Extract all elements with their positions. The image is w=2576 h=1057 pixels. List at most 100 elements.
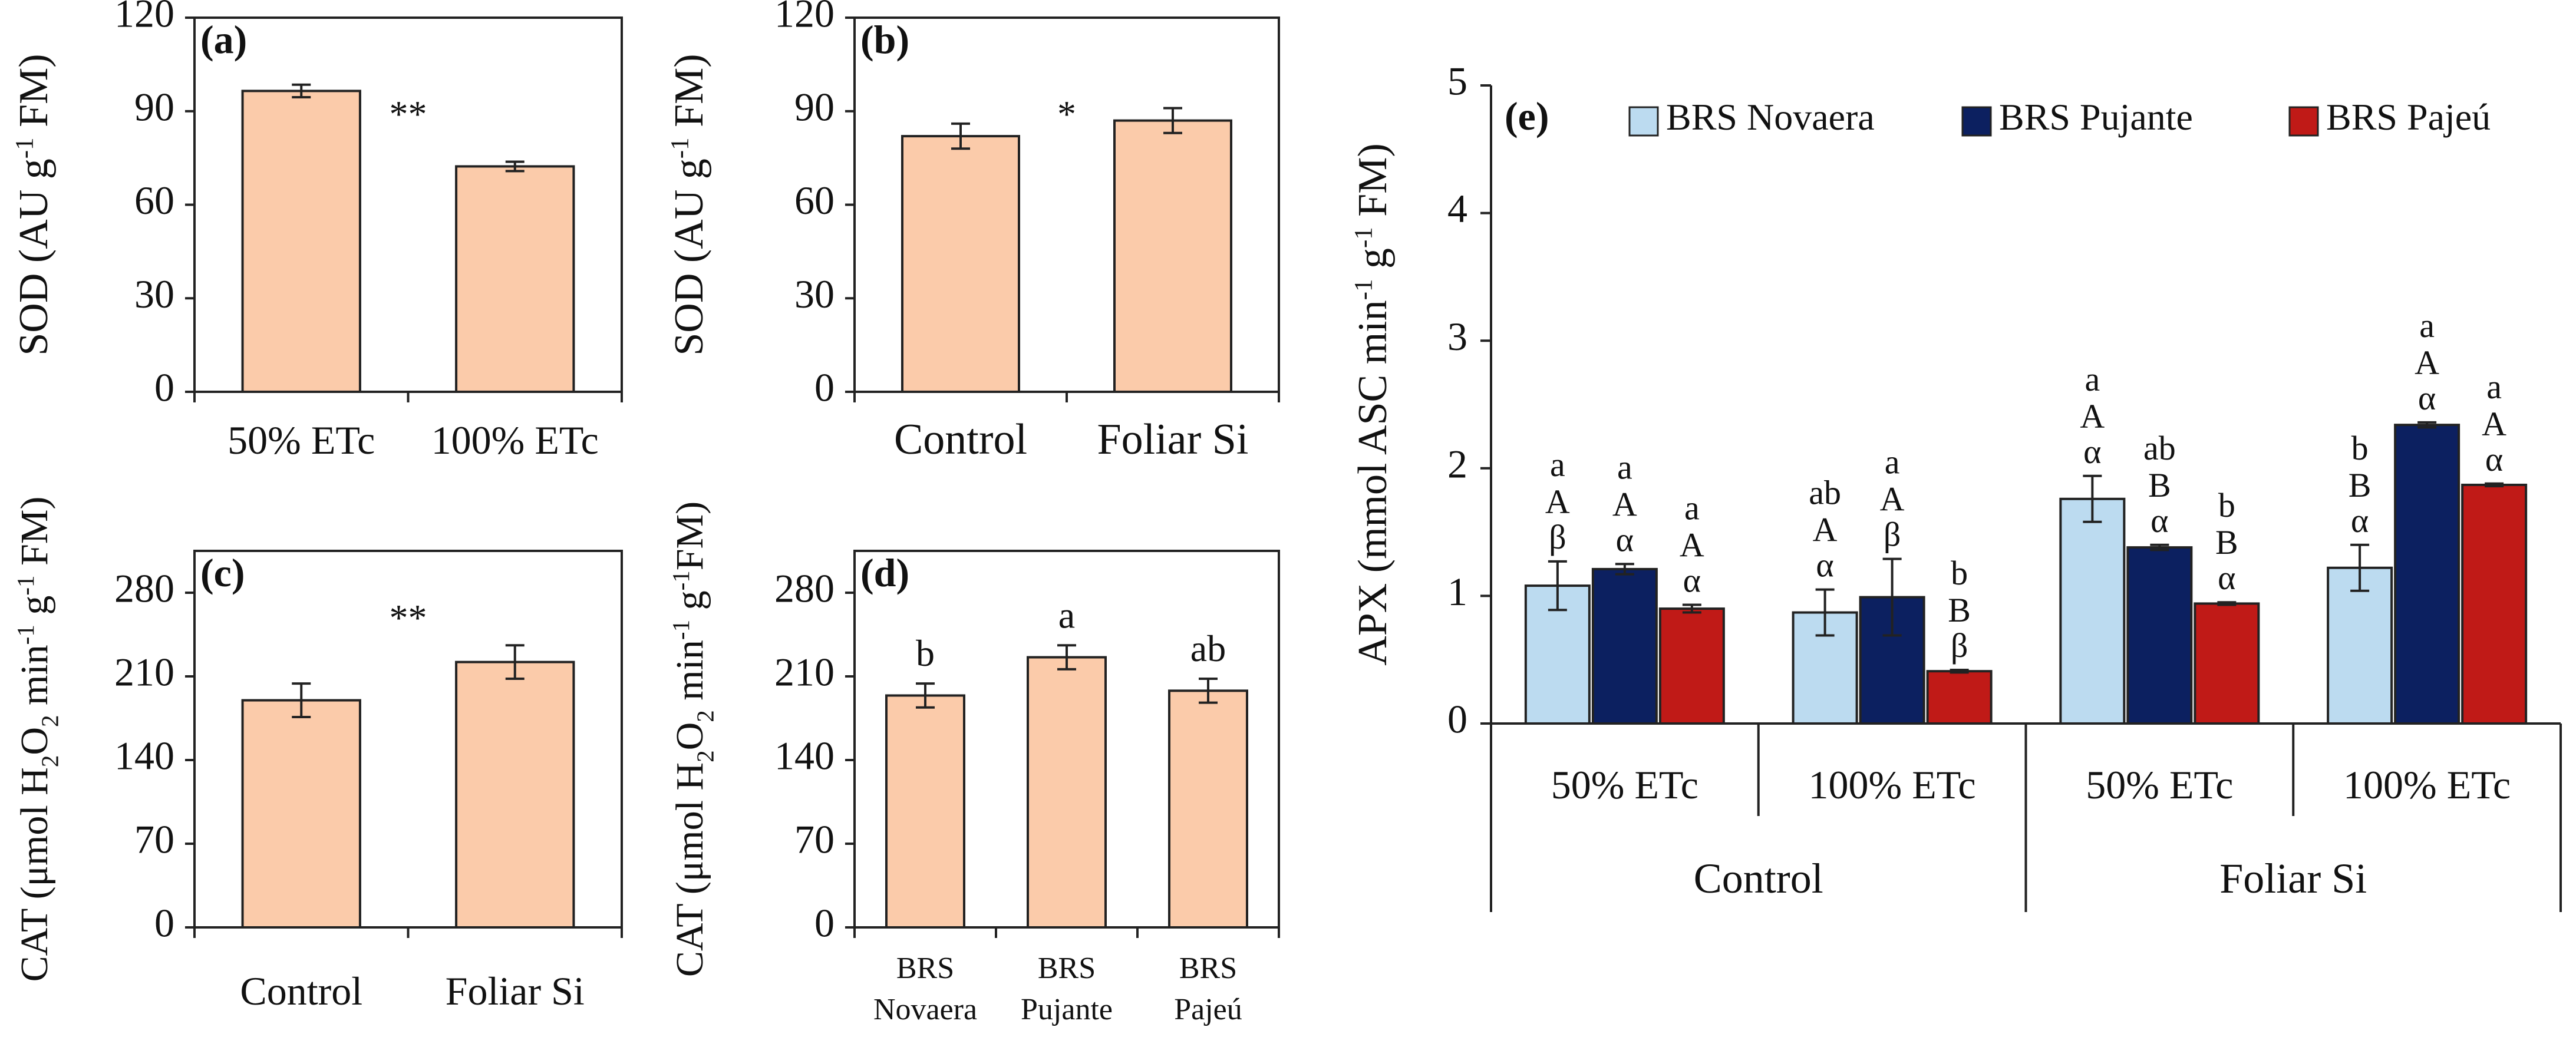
panel-e-letter-lower: a: [1617, 448, 1632, 486]
panel-d-bar-letter: b: [916, 632, 935, 674]
y-label-main: CAT (μmol H: [13, 767, 56, 982]
panel-e-bar: [2327, 566, 2393, 725]
panel-e-y-tick-label: 1: [1447, 569, 1467, 614]
y-label-sub: 2: [36, 755, 63, 768]
panel-e-letter-greek: α: [1816, 546, 1833, 584]
panel-d-x-label: Pajeú: [1174, 993, 1242, 1026]
panel-d-label: (d): [860, 550, 909, 595]
panel-d-x-label: BRS: [1179, 952, 1237, 985]
y-label-tail: FM): [667, 54, 712, 137]
panel-e-label: (e): [1505, 94, 1549, 138]
panel-a-y-tick-label: 0: [154, 365, 174, 410]
panel-a-bar: [241, 90, 361, 394]
panel-a-y-tick-label: 60: [134, 178, 174, 223]
panel-c-y-tick-label: 210: [114, 650, 174, 695]
panel-d-x-label: BRS: [1038, 952, 1096, 985]
y-label-tail: FM): [668, 501, 711, 570]
panel-c-x-label: Control: [240, 969, 362, 1013]
panel-b-y-tick-label: 60: [794, 178, 835, 223]
panel-e-letter-lower: b: [2351, 429, 2369, 467]
panel-e-y-tick-label: 0: [1447, 697, 1467, 742]
panel-e-letter-upper: A: [2482, 405, 2506, 443]
panel-a-y-tick-label: 30: [134, 272, 174, 316]
panel-e-letter-greek: α: [2218, 559, 2235, 597]
panel-d-bar-letter: a: [1058, 594, 1075, 636]
panel-a-y-tick-label: 90: [134, 84, 174, 129]
panel-e-letter-greek: α: [2485, 440, 2503, 478]
panel-b-y-tick-label: 120: [774, 0, 835, 36]
panel-c-y-axis-label: CAT (μmol H2O2 min-1 g-1 FM): [12, 497, 64, 982]
panel-c-y-tick-label: 140: [114, 734, 174, 778]
panel-e-letter-upper: B: [2215, 523, 2238, 561]
panel-e-y-tick-label: 5: [1447, 59, 1467, 104]
panel-e-letter-upper: A: [1612, 485, 1637, 523]
panel-e-letter-greek: α: [2418, 379, 2436, 417]
panel-e-letter-upper: B: [2349, 466, 2371, 504]
y-label-sub: 2: [691, 710, 718, 722]
panel-d-y-axis-label: CAT (μmol H2O2 min-1 g-1FM): [667, 501, 719, 977]
panel-b-y-tick-label: 90: [794, 84, 835, 129]
panel-a-y-axis-label: SOD (AU g-1 FM): [11, 54, 57, 355]
panel-e-y-tick-label: 3: [1447, 314, 1467, 359]
panel-d-bar: [1027, 656, 1107, 929]
panel-e-y-tick-label: 4: [1447, 186, 1467, 231]
panel-e-letter-greek: α: [1683, 561, 1701, 600]
panel-e-letter-upper: A: [1545, 483, 1570, 521]
panel-e-letter-upper: B: [2148, 466, 2171, 504]
panel-a-bar: [455, 165, 575, 393]
panel-e-legend-swatch: [1961, 106, 1992, 137]
panel-e-legend-label: BRS Pujante: [1999, 96, 2193, 138]
y-label-tail: FM): [11, 54, 57, 137]
panel-d-bar: [1168, 689, 1248, 929]
panel-b-x-label: Foliar Si: [1097, 415, 1249, 464]
panel-d-y-tick-label: 0: [814, 901, 835, 946]
y-label-sup: -1: [667, 570, 694, 590]
panel-d-y-tick-label: 140: [774, 734, 835, 778]
panel-e-letter-upper: A: [2415, 343, 2439, 382]
panel-e-bar: [1658, 607, 1725, 725]
panel-e-letter-upper: A: [1813, 511, 1838, 549]
panel-e-group-label: 100% ETc: [1809, 762, 1976, 807]
panel-d-x-label: Pujante: [1021, 993, 1113, 1026]
y-label-sup: -1: [12, 625, 39, 645]
panel-a-label: (a): [200, 17, 247, 62]
y-label-tail: FM): [1350, 143, 1396, 227]
panel-e-letter-lower: a: [1885, 443, 1900, 481]
panel-e-y-axis-label: APX (mmol ASC min-1 g-1 FM): [1350, 143, 1396, 666]
panel-a-x-label: 50% ETc: [227, 418, 375, 463]
panel-e-bar: [1926, 670, 1993, 725]
y-label-mid: g: [668, 590, 711, 620]
panel-e-legend-label: BRS Pajeú: [2326, 96, 2491, 138]
y-label-tail: FM): [13, 497, 56, 576]
y-label-sup: -1: [12, 576, 39, 596]
panel-b-bar: [1113, 119, 1232, 393]
panel-e-treatment-label: Control: [1694, 855, 1823, 902]
y-label-mid: g: [13, 596, 56, 625]
y-label-sub: 2: [691, 750, 718, 762]
panel-d-y-tick-label: 210: [774, 650, 835, 695]
panel-d-bar-letter: ab: [1190, 627, 1226, 669]
panel-d-x-label: BRS: [896, 952, 954, 985]
y-label-sup: -1: [667, 137, 694, 158]
panel-e-letter-greek: α: [2083, 432, 2101, 471]
panel-d-bar: [885, 694, 965, 929]
panel-c-bar: [455, 660, 575, 929]
y-label-main: CAT (μmol H: [668, 762, 711, 977]
panel-e-letter-greek: α: [2351, 501, 2369, 540]
panel-e-letter-lower: a: [1550, 445, 1565, 484]
panel-e-y-tick-label: 2: [1447, 441, 1467, 486]
panel-e-group-label: 100% ETc: [2343, 762, 2511, 807]
panel-b-significance: *: [1057, 93, 1076, 135]
panel-e-letter-upper: A: [1880, 480, 1905, 518]
panel-c-y-tick-label: 0: [154, 901, 174, 946]
panel-e-letter-lower: a: [2486, 368, 2502, 406]
panel-c-x-label: Foliar Si: [446, 969, 585, 1013]
y-label-mid: min: [668, 640, 711, 710]
panel-e-letter-upper: A: [2080, 397, 2105, 435]
panel-e-letter-lower: b: [2218, 486, 2235, 524]
panel-e-letter-lower: a: [1684, 489, 1700, 527]
panel-e-bar: [2394, 424, 2460, 725]
y-label-mid: min: [13, 645, 56, 715]
y-label-main: SOD (AU g: [11, 158, 57, 355]
